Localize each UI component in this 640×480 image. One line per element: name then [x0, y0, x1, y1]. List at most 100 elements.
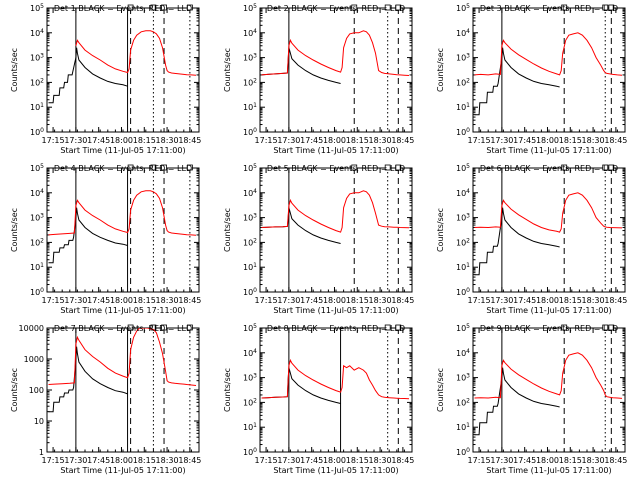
y-tick-label: 100	[456, 447, 470, 457]
y-tick-label: 101	[456, 102, 470, 112]
y-tick-label: 100	[243, 447, 257, 457]
series-lld-line	[75, 30, 197, 76]
series-events-line	[48, 47, 128, 104]
x-tick-label: 17:30	[277, 456, 300, 465]
x-tick-label: 18:15	[346, 296, 369, 305]
y-tick-label: 101	[243, 422, 257, 432]
panel-title: Det 3 BLACK = Events, RED = LLD	[480, 4, 618, 13]
y-tick-label: 102	[243, 237, 257, 247]
x-tick-label: 18:45	[391, 456, 414, 465]
panel-title: Det 1 BLACK = Events, RED = LLD	[54, 4, 192, 13]
x-tick-label: 18:15	[133, 296, 156, 305]
axes-frame	[259, 327, 413, 453]
y-tick-label: 102	[243, 397, 257, 407]
marker-flag	[561, 324, 568, 331]
marker-flag	[186, 324, 193, 331]
marker-flag	[127, 4, 134, 11]
y-axis-label: Counts/sec	[10, 48, 19, 92]
marker-flag	[384, 324, 391, 331]
x-tick-label: 18:00	[110, 296, 133, 305]
x-tick-label: 17:15	[468, 136, 491, 145]
x-tick-label: 17:45	[87, 296, 110, 305]
marker-flag	[395, 164, 402, 171]
x-tick-label: 18:15	[559, 296, 582, 305]
x-tick-label: 17:45	[87, 136, 110, 145]
marker-flag	[602, 4, 609, 11]
panel-title: Det 7 BLACK = Events, RED = LLD	[54, 324, 192, 333]
y-tick-label: 102	[456, 237, 470, 247]
x-tick-label: 18:30	[582, 296, 605, 305]
x-tick-label: 18:15	[346, 456, 369, 465]
y-tick-label: 104	[30, 188, 44, 198]
y-tick-label: 100	[30, 127, 44, 137]
y-tick-label: 100	[456, 127, 470, 137]
y-tick-label: 103	[243, 373, 257, 383]
marker-flag	[561, 164, 568, 171]
axes-frame	[46, 7, 200, 133]
y-tick-label: 101	[456, 262, 470, 272]
y-tick-label: 10	[34, 417, 44, 426]
y-axis-label: Counts/sec	[223, 208, 232, 252]
y-tick-label: 104	[243, 28, 257, 38]
marker-flag	[602, 164, 609, 171]
x-tick-label: 18:00	[323, 456, 346, 465]
y-tick-label: 104	[243, 188, 257, 198]
axes-frame	[472, 327, 626, 453]
y-tick-label: 100	[29, 386, 44, 395]
y-tick-label: 103	[30, 53, 44, 63]
marker-flag	[161, 4, 167, 11]
y-tick-label: 103	[456, 53, 470, 63]
x-tick-label: 17:30	[64, 136, 87, 145]
y-tick-label: 103	[243, 53, 257, 63]
x-tick-label: 17:30	[277, 296, 300, 305]
x-tick-label: 17:15	[42, 296, 65, 305]
y-tick-label: 103	[456, 373, 470, 383]
y-tick-label: 100	[456, 287, 470, 297]
x-axis-label: Start Time (11-Jul-05 17:11:00)	[273, 146, 398, 155]
x-tick-label: 18:30	[156, 456, 179, 465]
y-tick-label: 102	[30, 237, 44, 247]
series-lld-line	[474, 352, 623, 399]
panel-title: Det 4 BLACK = Events, RED = LLD	[54, 164, 192, 173]
marker-flag	[150, 164, 157, 171]
x-tick-label: 18:00	[536, 296, 559, 305]
panel-title: Det 5 BLACK = Events, RED = LLD	[267, 164, 405, 173]
x-tick-label: 17:30	[490, 296, 513, 305]
x-tick-label: 18:30	[369, 296, 392, 305]
x-axis-label: Start Time (11-Jul-05 17:11:00)	[486, 306, 611, 315]
y-tick-label: 104	[243, 348, 257, 358]
x-tick-label: 18:30	[156, 136, 179, 145]
marker-flag	[602, 324, 609, 331]
y-tick-label: 103	[243, 213, 257, 223]
y-tick-label: 100	[243, 127, 257, 137]
x-tick-label: 17:15	[255, 456, 278, 465]
y-axis-label: Counts/sec	[436, 208, 445, 252]
x-tick-label: 18:45	[391, 136, 414, 145]
x-tick-label: 18:30	[582, 136, 605, 145]
x-axis-label: Start Time (11-Jul-05 17:11:00)	[486, 146, 611, 155]
series-events-line	[261, 207, 341, 244]
x-tick-label: 18:45	[178, 296, 201, 305]
x-tick-label: 17:45	[513, 136, 536, 145]
marker-flag	[608, 164, 615, 171]
y-tick-label: 105	[243, 3, 257, 13]
y-axis-label: Counts/sec	[436, 368, 445, 412]
y-tick-label: 101	[30, 102, 44, 112]
x-tick-label: 17:30	[490, 136, 513, 145]
x-tick-label: 18:15	[559, 456, 582, 465]
x-tick-label: 18:00	[536, 456, 559, 465]
x-tick-label: 18:45	[391, 296, 414, 305]
x-axis-label: Start Time (11-Jul-05 17:11:00)	[486, 466, 611, 475]
y-tick-label: 10000	[19, 324, 44, 333]
y-axis-label: Counts/sec	[223, 48, 232, 92]
marker-flag	[150, 4, 157, 11]
x-axis-label: Start Time (11-Jul-05 17:11:00)	[60, 146, 185, 155]
x-tick-label: 18:00	[323, 136, 346, 145]
y-tick-label: 1000	[24, 355, 44, 364]
y-tick-label: 100	[243, 287, 257, 297]
x-tick-label: 18:45	[178, 456, 201, 465]
y-tick-label: 105	[456, 3, 470, 13]
